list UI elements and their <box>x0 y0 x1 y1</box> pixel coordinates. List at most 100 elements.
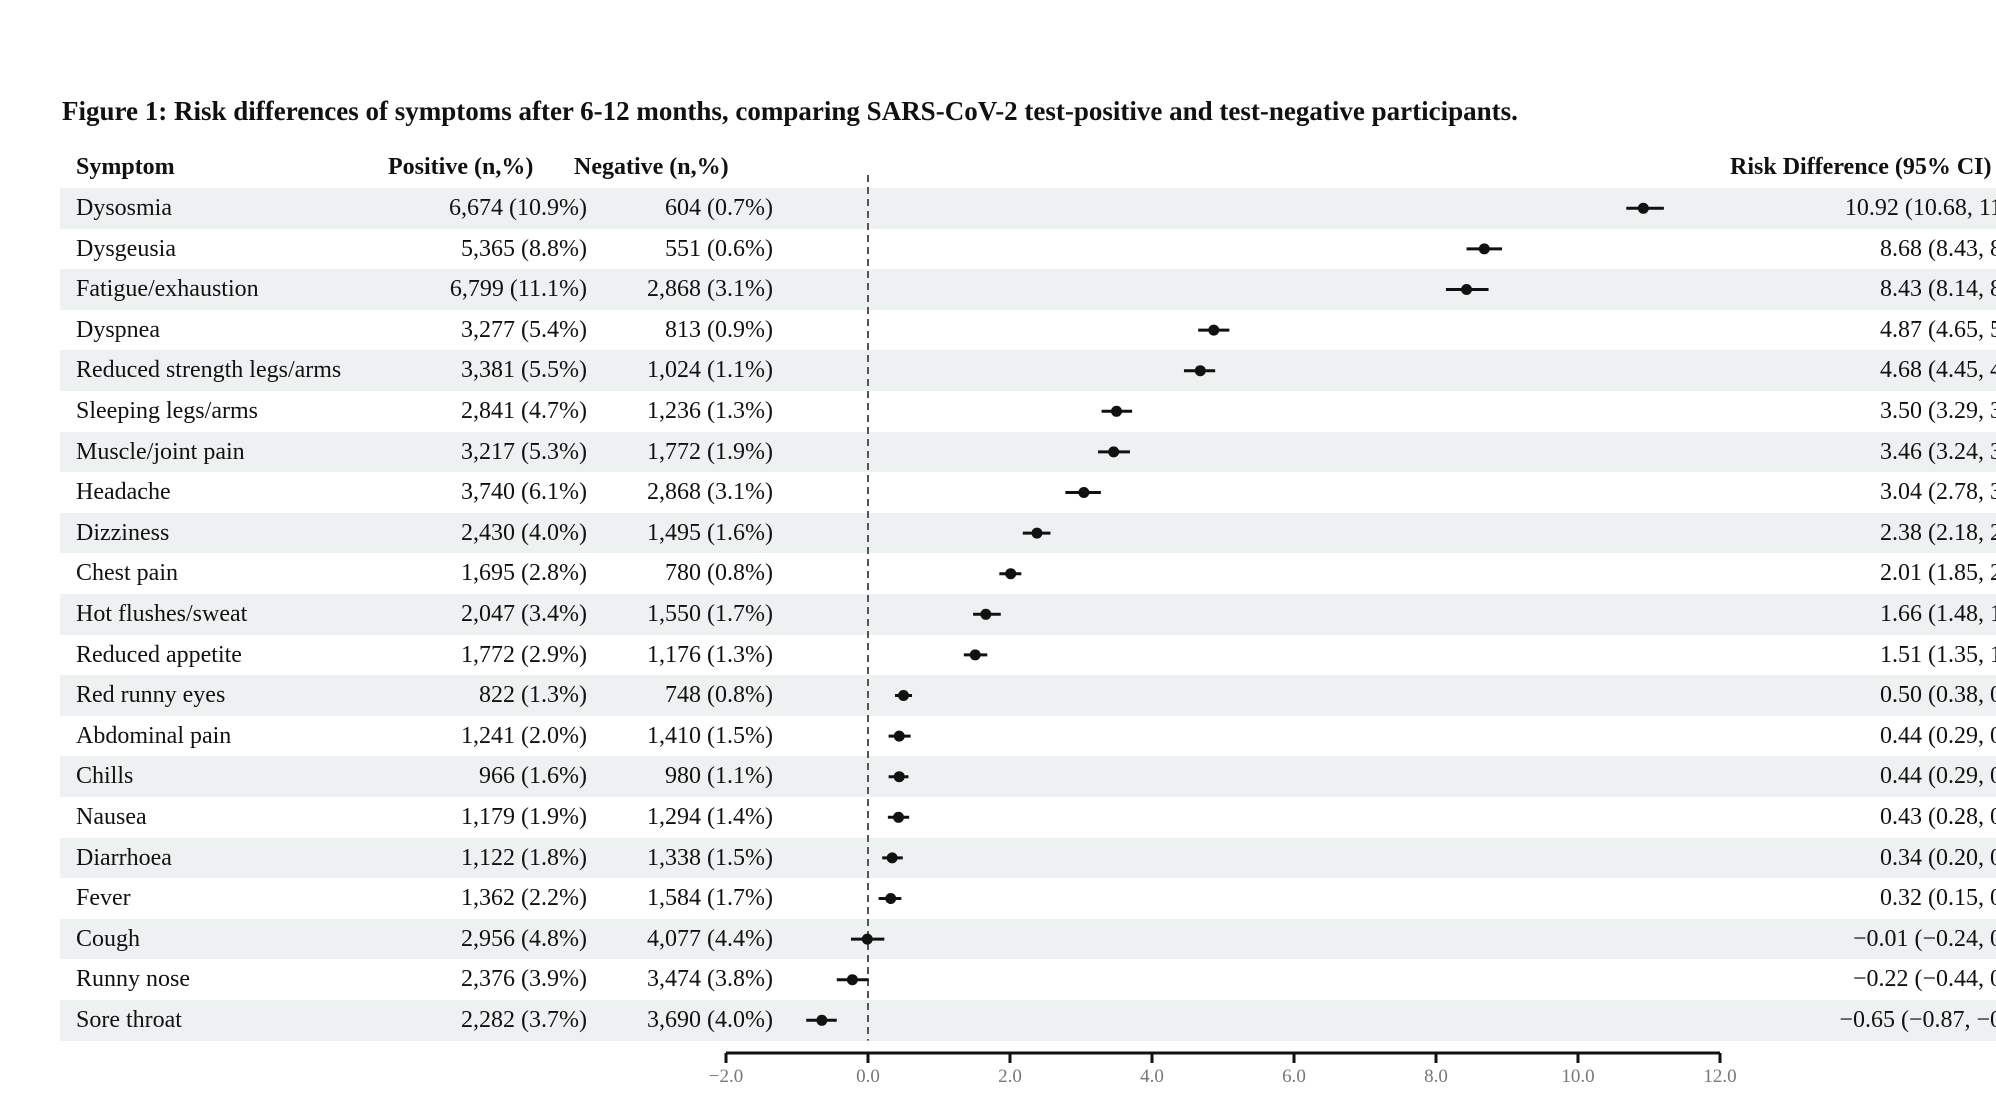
risk-difference-cell: 2.01 (1.85, 2.16) <box>1880 560 1996 587</box>
risk-difference-cell: 3.50 (3.29, 3.72) <box>1880 398 1996 424</box>
figure-title: Figure 1: Risk differences of symptoms a… <box>62 96 1518 126</box>
negative-cell: 813 (0.9%) <box>665 316 773 343</box>
table-row: Dysosmia 6,674 (10.9%) 604 (0.7%) 10.92 (10… <box>60 188 1996 229</box>
negative-cell: 1,410 (1.5%) <box>647 722 773 749</box>
negative-cell: 4,077 (4.4%) <box>647 925 773 952</box>
negative-cell: 1,584 (1.7%) <box>647 885 773 912</box>
point-estimate <box>1111 405 1122 417</box>
risk-difference-cell: −0.01 (−0.24, 0.23) <box>1852 925 1996 952</box>
positive-cell: 2,841 (4.7%) <box>461 398 587 424</box>
point-estimate <box>1031 527 1043 539</box>
negative-cell: 1,294 (1.4%) <box>647 804 773 830</box>
table-row: Nausea 1,179 (1.9%) 1,294 (1.4%) 0.43 (0.28… <box>60 797 1996 838</box>
risk-difference-cell: 0.44 (0.29, 0.60) <box>1880 722 1996 749</box>
negative-cell: 980 (1.1%) <box>665 763 773 790</box>
negative-cell: 780 (0.8%) <box>665 560 773 587</box>
symptom-cell: Dizziness <box>76 519 170 546</box>
x-tick-label: 8.0 <box>1424 1066 1448 1087</box>
symptom-cell: Red runny eyes <box>76 682 226 709</box>
negative-cell: 604 (0.7%) <box>665 195 773 221</box>
table-row: Headache 3,740 (6.1%) 2,868 (3.1%) 3.04 (2.… <box>60 472 1996 513</box>
symptom-cell: Muscle/joint pain <box>76 438 245 465</box>
table-row: Reduced strength legs/arms 3,381 (5.5%) 1,… <box>60 350 1996 391</box>
symptom-cell: Hot flushes/sweat <box>76 601 248 627</box>
positive-cell: 3,217 (5.3%) <box>461 438 587 465</box>
negative-cell: 2,868 (3.1%) <box>647 276 773 303</box>
negative-cell: 3,474 (3.8%) <box>647 966 773 993</box>
positive-cell: 3,277 (5.4%) <box>461 316 587 343</box>
negative-cell: 1,338 (1.5%) <box>647 844 773 871</box>
negative-cell: 748 (0.8%) <box>665 682 773 709</box>
negative-cell: 1,024 (1.1%) <box>647 357 773 384</box>
table-row: Chills 966 (1.6%) 980 (1.1%) 0.44 (0.29, 0.… <box>60 756 1996 797</box>
table-row: Dyspnea 3,277 (5.4%) 813 (0.9%) 4.87 (4.65,… <box>60 310 1996 351</box>
risk-difference-cell: 0.32 (0.15, 0.47) <box>1880 885 1996 912</box>
risk-difference-cell: 4.68 (4.45, 4.89) <box>1880 357 1996 384</box>
table-row: Fatigue/exhaustion 6,799 (11.1%) 2,868 (3.… <box>60 269 1996 310</box>
negative-cell: 2,868 (3.1%) <box>647 479 773 506</box>
point-estimate <box>893 730 905 742</box>
symptom-cell: Sleeping legs/arms <box>76 398 258 424</box>
positive-cell: 2,282 (3.7%) <box>461 1007 587 1033</box>
risk-difference-cell: 1.51 (1.35, 1.68) <box>1880 641 1996 668</box>
table-row: Chest pain 1,695 (2.8%) 780 (0.8%) 2.01 (1.… <box>60 553 1996 594</box>
point-estimate <box>1108 446 1120 458</box>
table-row: Abdominal pain 1,241 (2.0%) 1,410 (1.5%) 0.… <box>60 716 1996 757</box>
point-estimate <box>1208 324 1220 336</box>
risk-difference-cell: 2.38 (2.18, 2.57) <box>1880 519 1996 546</box>
x-tick-label: 4.0 <box>1140 1066 1164 1087</box>
risk-difference-cell: 8.43 (8.14, 8.74) <box>1880 276 1996 303</box>
negative-cell: 1,236 (1.3%) <box>647 398 773 424</box>
point-estimate <box>898 690 909 701</box>
symptom-cell: Reduced appetite <box>76 641 242 668</box>
risk-difference-cell: −0.65 (−0.87, −0.44) <box>1839 1007 1996 1033</box>
symptom-cell: Diarrhoea <box>76 844 172 871</box>
table-row: Reduced appetite 1,772 (2.9%) 1,176 (1.3%)… <box>60 635 1996 676</box>
positive-cell: 3,381 (5.5%) <box>461 357 587 384</box>
point-estimate <box>886 852 898 864</box>
point-estimate <box>980 608 992 620</box>
point-estimate <box>1637 202 1649 214</box>
table-row: Fever 1,362 (2.2%) 1,584 (1.7%) 0.32 (0.15,… <box>60 878 1996 919</box>
positive-cell: 1,362 (2.2%) <box>461 885 587 912</box>
positive-cell: 2,956 (4.8%) <box>461 925 587 952</box>
header-positive: Positive (n,%) <box>388 154 534 180</box>
negative-cell: 551 (0.6%) <box>665 235 773 262</box>
point-estimate <box>1461 284 1473 295</box>
risk-difference-cell: 0.50 (0.38, 0.62) <box>1880 682 1996 709</box>
point-estimate <box>816 1014 828 1026</box>
positive-cell: 1,179 (1.9%) <box>461 804 587 830</box>
table-row: Runny nose 2,376 (3.9%) 3,474 (3.8%) −0.22 … <box>60 959 1996 1000</box>
point-estimate <box>1194 365 1206 377</box>
x-tick-label: 2.0 <box>998 1066 1022 1087</box>
table-row: Muscle/joint pain 3,217 (5.3%) 1,772 (1.9%… <box>60 431 1996 473</box>
symptom-cell: Cough <box>76 925 141 952</box>
point-estimate <box>861 933 873 945</box>
risk-difference-cell: 10.92 (10.68, 11.21) <box>1844 195 1996 221</box>
positive-cell: 822 (1.3%) <box>479 682 587 709</box>
positive-cell: 966 (1.6%) <box>479 763 587 790</box>
negative-cell: 3,690 (4.0%) <box>647 1007 773 1033</box>
symptom-cell: Headache <box>76 479 171 506</box>
risk-difference-cell: 0.34 (0.20, 0.49) <box>1880 844 1996 871</box>
symptom-cell: Dysosmia <box>76 195 172 221</box>
negative-cell: 1,495 (1.6%) <box>647 519 773 546</box>
symptom-cell: Sore throat <box>76 1007 182 1033</box>
table-row: Diarrhoea 1,122 (1.8%) 1,338 (1.5%) 0.34 (0… <box>60 837 1996 879</box>
risk-difference-cell: 3.04 (2.78, 3.28) <box>1880 479 1996 506</box>
table-row: Dysgeusia 5,365 (8.8%) 551 (0.6%) 8.68 (8.4… <box>60 229 1996 270</box>
symptom-cell: Dysgeusia <box>76 235 176 262</box>
risk-difference-cell: 8.68 (8.43, 8.93) <box>1880 235 1996 262</box>
symptom-cell: Nausea <box>76 804 147 830</box>
point-estimate <box>846 974 858 986</box>
table-row: Dizziness 2,430 (4.0%) 1,495 (1.6%) 2.38 (2… <box>60 512 1996 554</box>
risk-difference-cell: 0.44 (0.29, 0.57) <box>1880 763 1996 790</box>
header-negative: Negative (n,%) <box>574 154 729 180</box>
positive-cell: 1,695 (2.8%) <box>461 560 587 587</box>
x-tick-label: 10.0 <box>1561 1066 1594 1087</box>
point-estimate <box>893 811 905 823</box>
risk-difference-cell: 4.87 (4.65, 5.09) <box>1880 316 1996 343</box>
symptom-cell: Fatigue/exhaustion <box>76 276 259 303</box>
x-tick-label: 0.0 <box>856 1066 880 1087</box>
